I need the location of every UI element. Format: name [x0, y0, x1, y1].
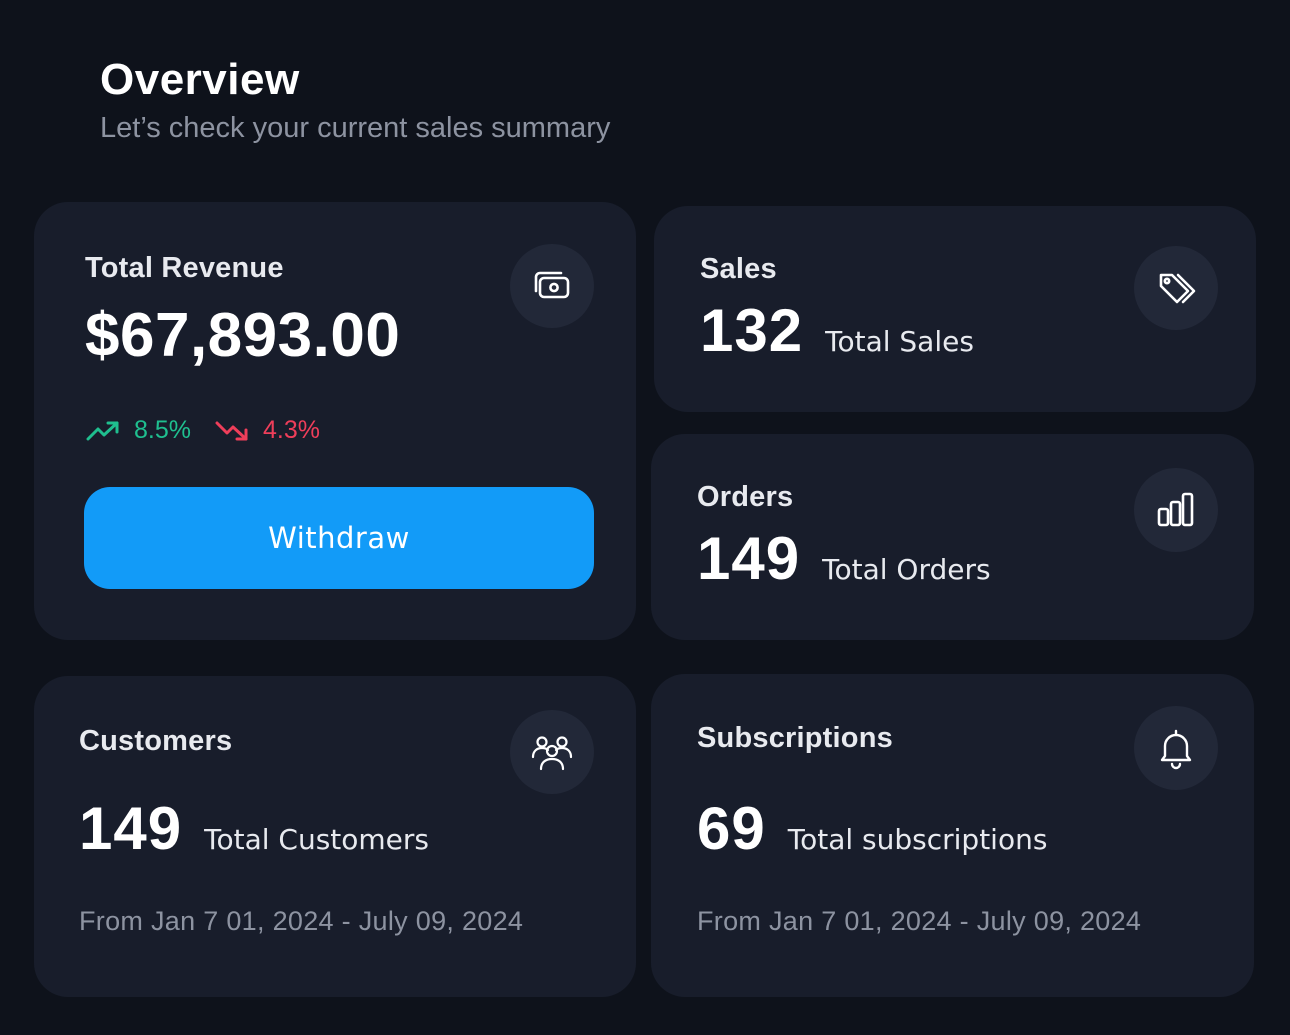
subscriptions-label: Subscriptions: [697, 722, 893, 754]
subscriptions-date-range: From Jan 7 01, 2024 - July 09, 2024: [697, 906, 1142, 936]
customers-date-range: From Jan 7 01, 2024 - July 09, 2024: [79, 906, 524, 936]
trend-up: 8.5%: [86, 416, 191, 445]
users-icon: [510, 710, 594, 794]
orders-stat: 149 Total Orders: [697, 524, 991, 593]
customers-caption: Total Customers: [204, 823, 429, 856]
withdraw-button[interactable]: Withdraw: [84, 487, 594, 589]
sales-card: Sales 132 Total Sales: [654, 206, 1256, 412]
bar-chart-icon: [1134, 468, 1218, 552]
revenue-label: Total Revenue: [85, 252, 284, 284]
trend-up-value: 8.5%: [134, 416, 191, 444]
orders-caption: Total Orders: [822, 553, 991, 586]
sales-label: Sales: [700, 253, 777, 285]
sales-caption: Total Sales: [825, 325, 974, 358]
page-header: Overview Let’s check your current sales …: [100, 52, 610, 146]
trending-down-icon: [215, 421, 248, 440]
sales-stat: 132 Total Sales: [700, 296, 974, 365]
customers-value: 149: [79, 795, 183, 862]
customers-label: Customers: [79, 725, 233, 757]
customers-stat: 149 Total Customers: [79, 794, 429, 863]
money-icon: [510, 244, 594, 328]
subscriptions-caption: Total subscriptions: [787, 823, 1048, 856]
trend-down: 4.3%: [215, 416, 320, 445]
orders-card: Orders 149 Total Orders: [651, 434, 1254, 640]
trending-up-icon: [86, 421, 119, 440]
revenue-card: Total Revenue $67,893.00 8.5% 4.3% Withd…: [34, 202, 636, 640]
trend-row: 8.5% 4.3%: [86, 416, 344, 445]
orders-value: 149: [697, 525, 801, 592]
subscriptions-stat: 69 Total subscriptions: [697, 794, 1047, 863]
trend-down-value: 4.3%: [262, 416, 320, 444]
page-subtitle: Let’s check your current sales summary: [100, 112, 611, 144]
page-title: Overview: [100, 55, 300, 104]
sales-value: 132: [700, 297, 804, 364]
tag-icon: [1134, 246, 1218, 330]
customers-card: Customers 149 Total Customers From Jan 7…: [34, 676, 636, 997]
subscriptions-card: Subscriptions 69 Total subscriptions Fro…: [651, 674, 1254, 997]
revenue-amount: $67,893.00: [85, 301, 401, 370]
bell-icon: [1134, 706, 1218, 790]
subscriptions-value: 69: [697, 795, 766, 862]
orders-label: Orders: [697, 481, 794, 513]
